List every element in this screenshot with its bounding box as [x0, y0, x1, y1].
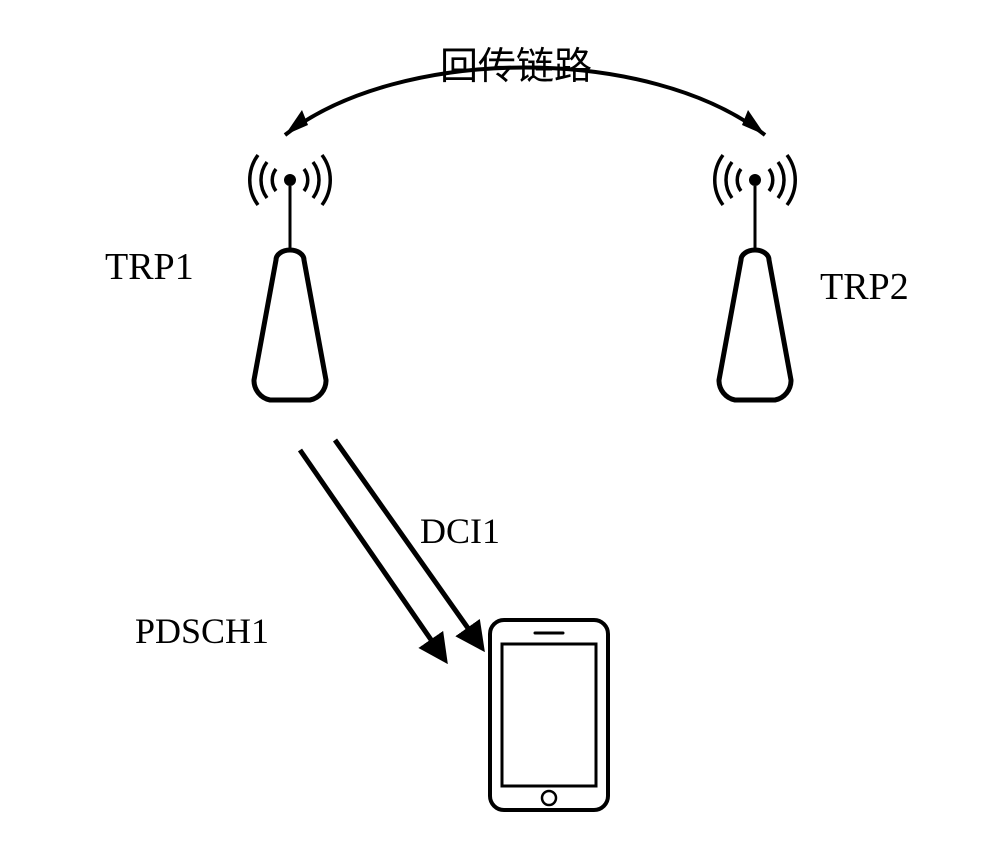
dci1-label: DCI1 [420, 510, 500, 552]
pdsch1-arrow [300, 450, 445, 660]
diagram-container: 回传链路 TRP1 TRP2 DCI1 PDSCH1 [50, 20, 950, 820]
trp2-label: TRP2 [820, 265, 909, 309]
pdsch1-label: PDSCH1 [135, 610, 269, 652]
trp1-label: TRP1 [105, 245, 194, 289]
trp2-antenna [715, 155, 796, 400]
trp1-antenna [250, 155, 331, 400]
diagram-svg [50, 20, 950, 820]
backhaul-label: 回传链路 [440, 35, 592, 90]
phone-icon [490, 620, 608, 810]
